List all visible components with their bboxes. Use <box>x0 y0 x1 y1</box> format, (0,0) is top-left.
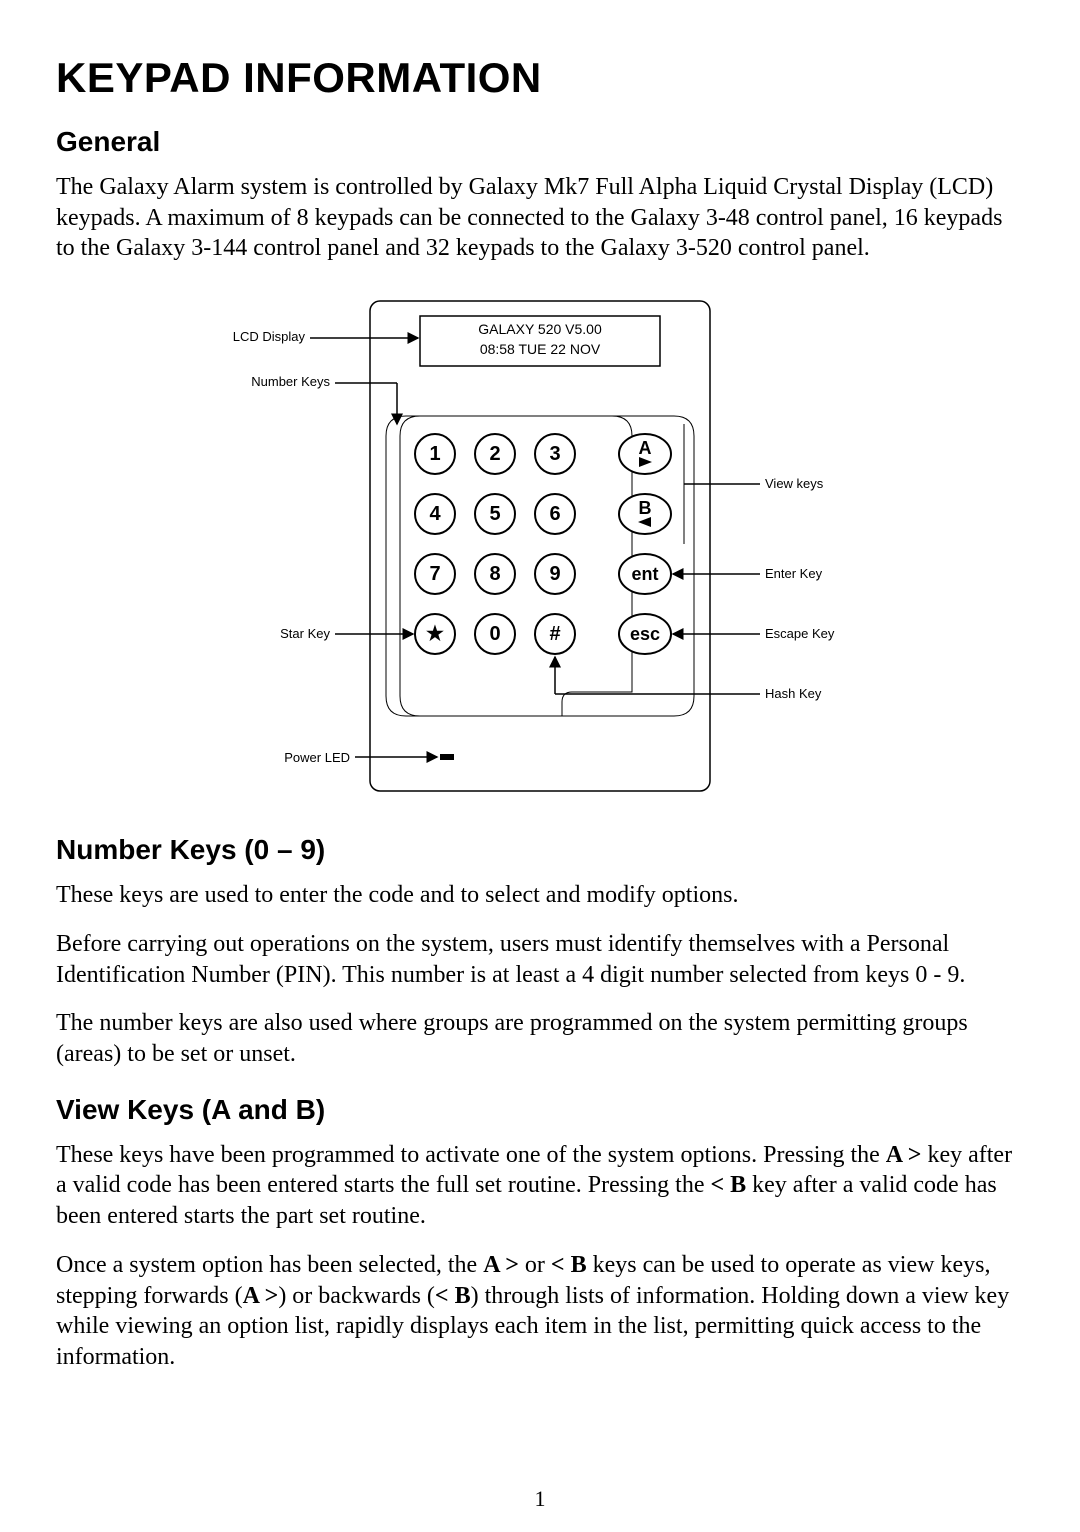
power-led-icon <box>440 754 454 760</box>
key-label-k0: 0 <box>489 623 500 645</box>
view-keys-p2: Once a system option has been selected, … <box>56 1250 1024 1373</box>
key-label-kA: A <box>639 438 652 458</box>
key-label-k6: 6 <box>549 503 560 525</box>
text: These keys have been programmed to activ… <box>56 1142 886 1168</box>
annotation-view-keys: View keys <box>765 476 824 491</box>
key-label-kent: ent <box>632 564 659 584</box>
bold-b: < B <box>551 1252 587 1278</box>
heading-view-keys: View Keys (A and B) <box>56 1094 1024 1126</box>
key-label-k1: 1 <box>429 443 440 465</box>
heading-general: General <box>56 126 1024 158</box>
number-keys-p2: Before carrying out operations on the sy… <box>56 929 1024 990</box>
text: Once a system option has been selected, … <box>56 1252 483 1278</box>
bold-b: < B <box>435 1283 471 1309</box>
number-keys-p3: The number keys are also used where grou… <box>56 1008 1024 1069</box>
key-label-k8: 8 <box>489 563 500 585</box>
bold-b: < B <box>710 1172 746 1198</box>
bold-a: A > <box>886 1142 922 1168</box>
annotation-star-key: Star Key <box>280 626 330 641</box>
bold-a: A > <box>243 1283 279 1309</box>
annotation-power-led: Power LED <box>284 750 350 765</box>
keypad-svg: GALAXY 520 V5.00 08:58 TUE 22 NOV 1 2 3 4 5 6 7 8… <box>160 286 920 806</box>
key-label-k2: 2 <box>489 443 500 465</box>
view-keys-p1: These keys have been programmed to activ… <box>56 1140 1024 1232</box>
keypad-diagram: GALAXY 520 V5.00 08:58 TUE 22 NOV 1 2 3 4 5 6 7 8… <box>56 286 1024 806</box>
text: ) or backwards ( <box>278 1283 435 1309</box>
page-title: KEYPAD INFORMATION <box>56 54 1024 102</box>
text: or <box>519 1252 551 1278</box>
number-keys-p1: These keys are used to enter the code an… <box>56 880 1024 911</box>
general-paragraph: The Galaxy Alarm system is controlled by… <box>56 172 1024 264</box>
key-label-k7: 7 <box>429 563 440 585</box>
key-label-kesc: esc <box>630 624 660 644</box>
key-label-khash: # <box>549 623 560 645</box>
key-label-k4: 4 <box>429 503 441 525</box>
annotation-hash-key: Hash Key <box>765 686 822 701</box>
annotation-escape-key: Escape Key <box>765 626 835 641</box>
page-number: 1 <box>0 1486 1080 1512</box>
heading-number-keys: Number Keys (0 – 9) <box>56 834 1024 866</box>
key-label-k9: 9 <box>549 563 560 585</box>
key-label-k3: 3 <box>549 443 560 465</box>
annotation-number-keys: Number Keys <box>251 374 330 389</box>
lcd-line2: 08:58 TUE 22 NOV <box>480 341 601 357</box>
key-label-kB: B <box>639 498 652 518</box>
bold-a: A > <box>483 1252 519 1278</box>
annotation-enter-key: Enter Key <box>765 566 823 581</box>
lcd-line1: GALAXY 520 V5.00 <box>478 321 602 337</box>
key-label-k5: 5 <box>489 503 500 525</box>
key-label-kstar: ★ <box>426 623 444 645</box>
annotation-lcd-display: LCD Display <box>233 329 306 344</box>
